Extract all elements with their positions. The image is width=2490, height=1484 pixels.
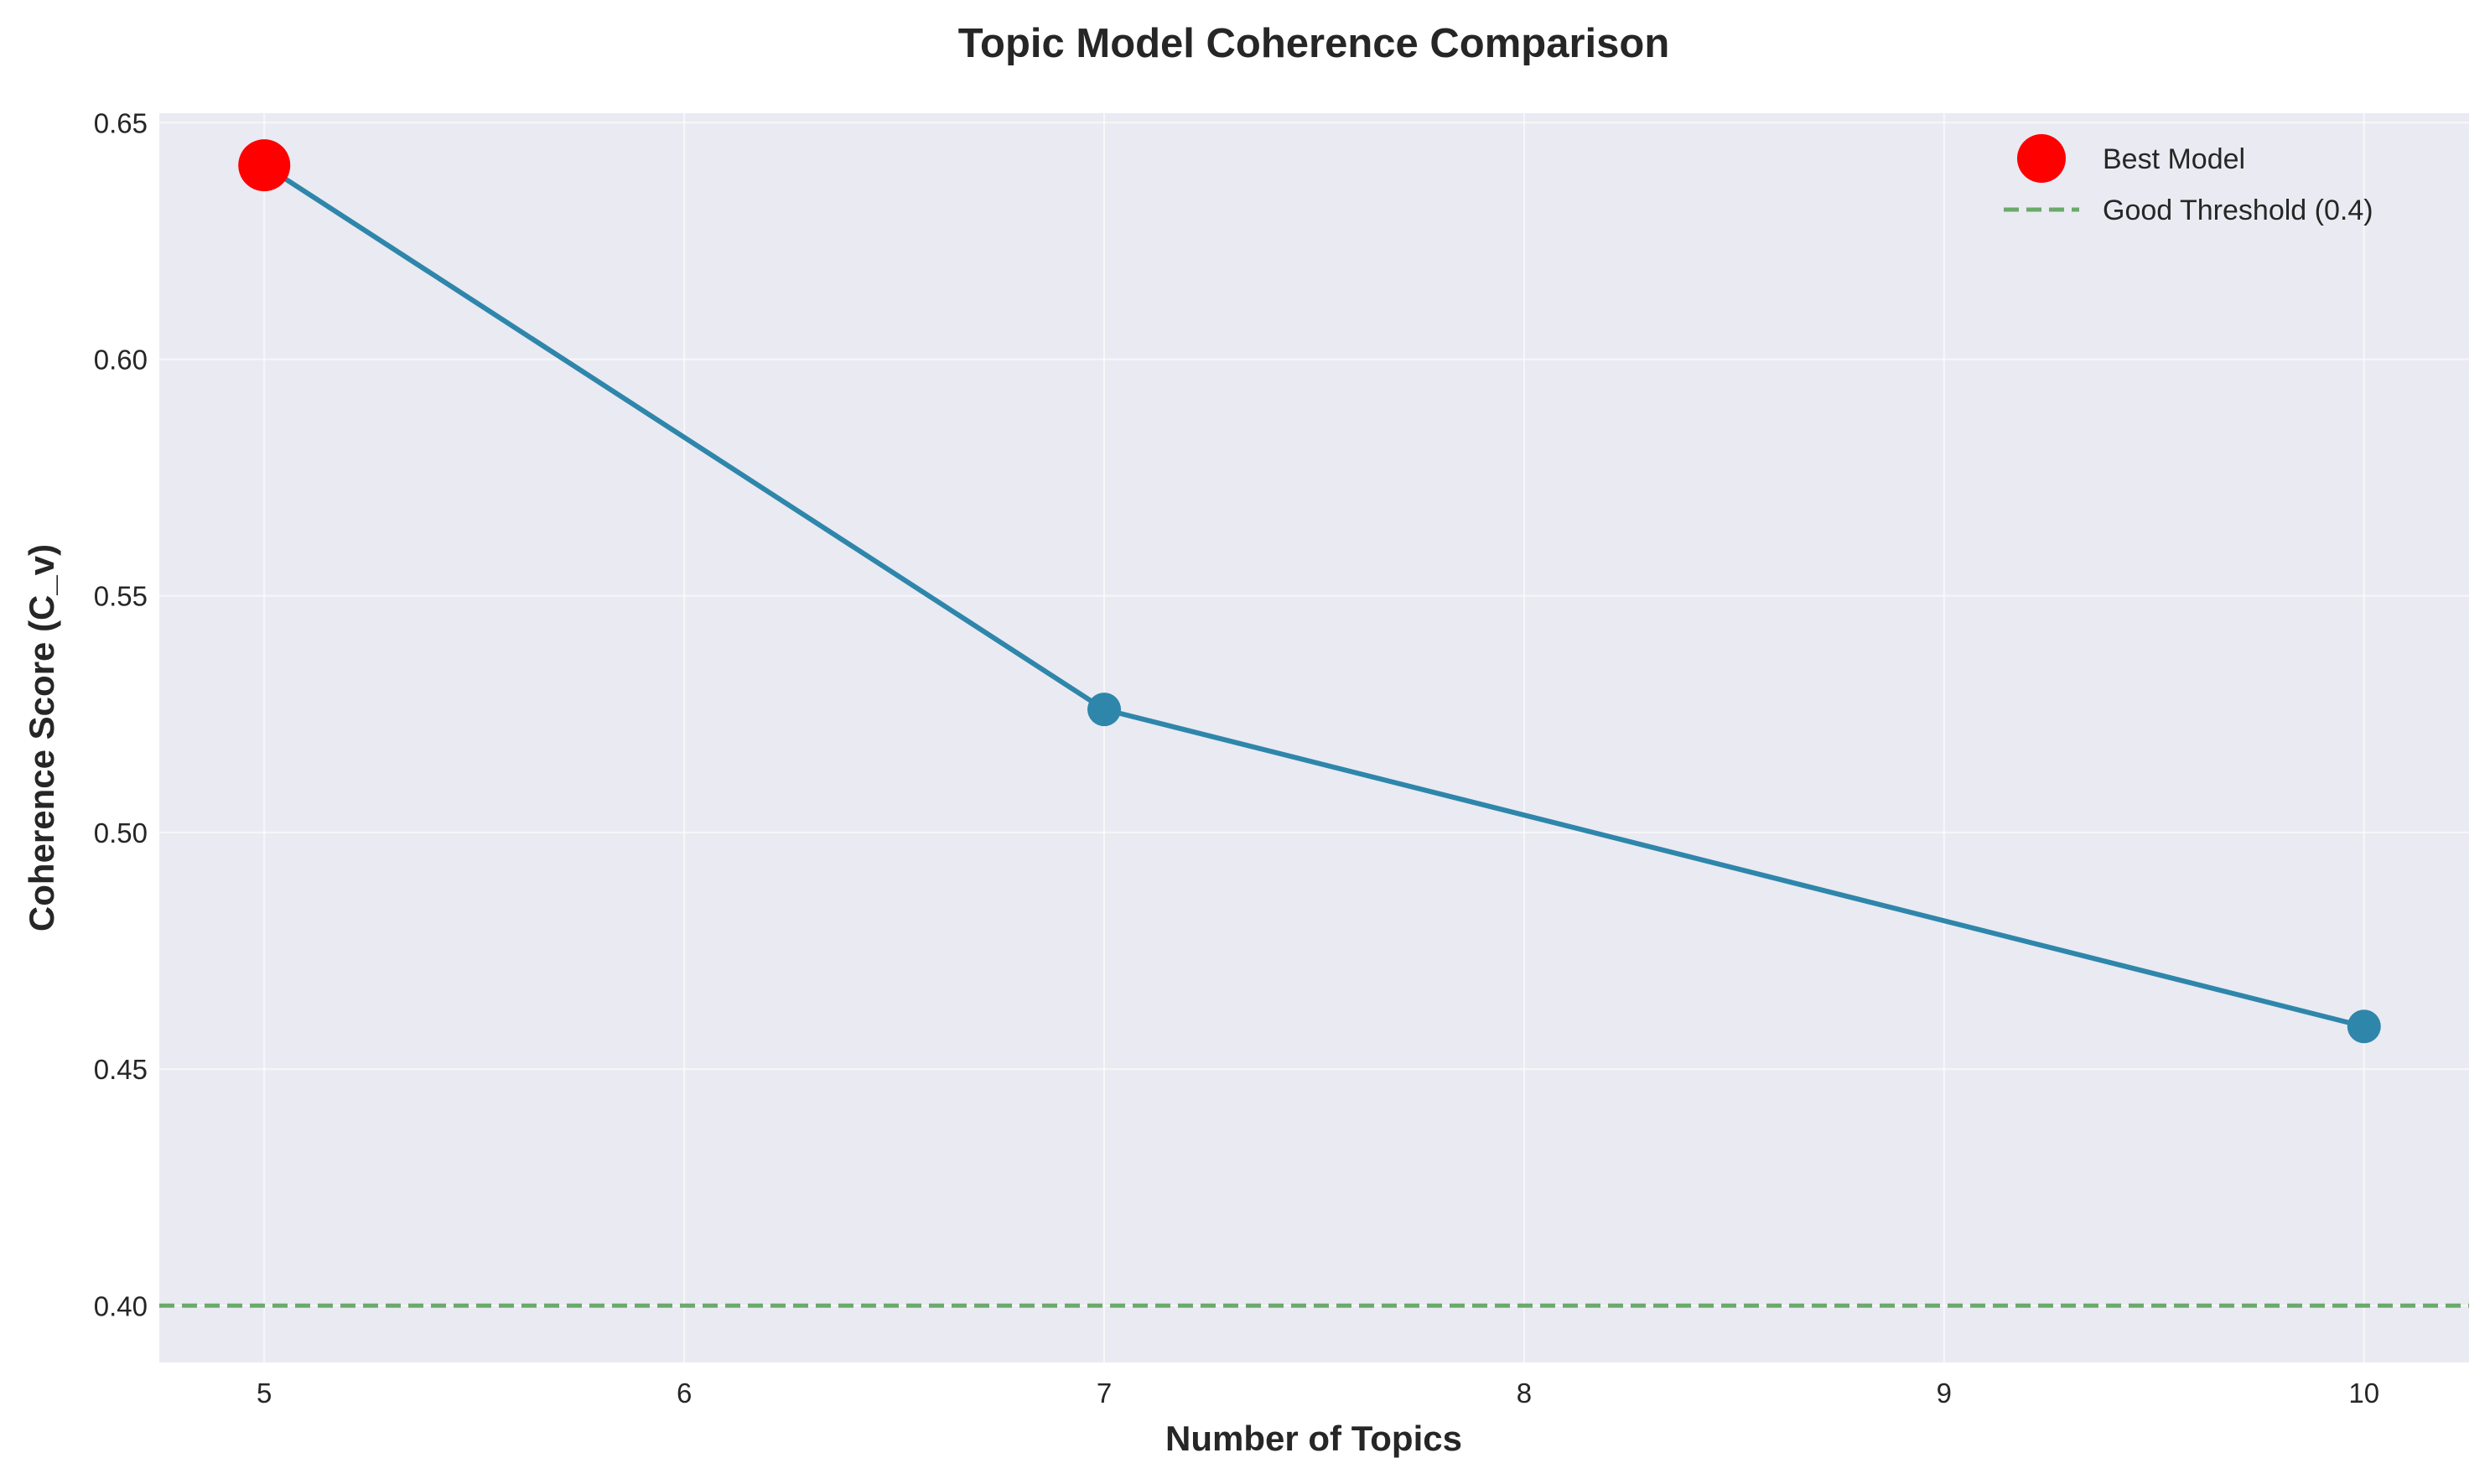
y-axis-ticks: 0.40 0.45 0.50 0.55 0.60 0.65 [94, 107, 148, 1321]
data-point [1087, 693, 1122, 727]
y-tick-label: 0.65 [94, 107, 148, 138]
data-point [2347, 1009, 2381, 1044]
legend-threshold-label: Good Threshold (0.4) [2103, 195, 2373, 226]
x-tick-label: 5 [257, 1378, 272, 1409]
y-tick-label: 0.50 [94, 817, 148, 848]
best-model-marker [238, 139, 291, 192]
x-tick-label: 9 [1937, 1378, 1952, 1409]
plot-area [159, 113, 2469, 1362]
legend-best-model-label: Best Model [2103, 143, 2245, 175]
y-tick-label: 0.45 [94, 1054, 148, 1085]
x-tick-label: 8 [1517, 1378, 1532, 1409]
x-tick-label: 7 [1097, 1378, 1112, 1409]
legend: Best Model Good Threshold (0.4) [2004, 134, 2373, 226]
x-tick-label: 10 [2348, 1378, 2379, 1409]
y-tick-label: 0.40 [94, 1290, 148, 1321]
y-axis-label: Coherence Score (C_v) [22, 544, 61, 931]
x-axis-label: Number of Topics [1165, 1419, 1462, 1458]
series-layer [238, 139, 2381, 1044]
y-tick-label: 0.55 [94, 581, 148, 612]
x-axis-ticks: 5 6 7 8 9 10 [257, 1378, 2379, 1409]
x-tick-label: 6 [677, 1378, 692, 1409]
y-tick-label: 0.60 [94, 344, 148, 375]
chart-title: Topic Model Coherence Comparison [958, 21, 1670, 66]
legend-best-model-marker [2017, 134, 2066, 183]
